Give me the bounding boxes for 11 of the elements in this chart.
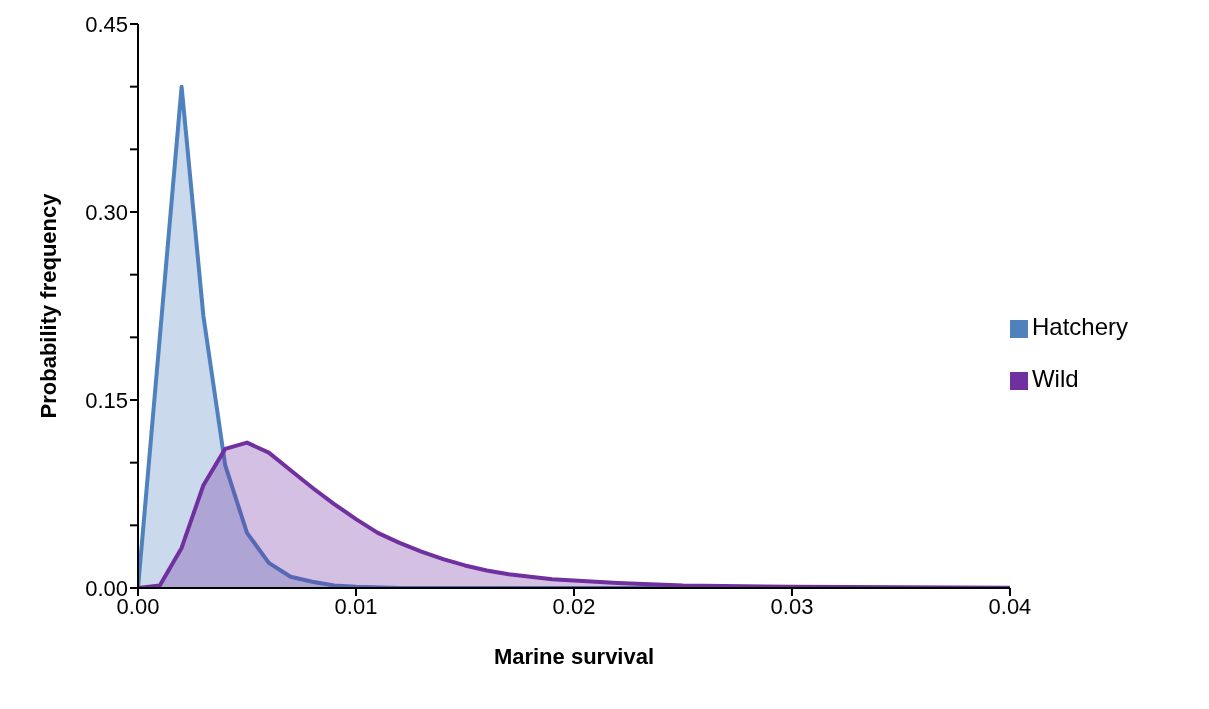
x-tick-label: 0.03 xyxy=(770,593,814,619)
legend-label: Wild xyxy=(1031,365,1079,392)
x-axis-title: Marine survival xyxy=(493,644,655,669)
legend-label: Hatchery xyxy=(1031,313,1128,340)
y-tick-label: 0.30 xyxy=(85,199,128,225)
y-axis-title: Probability frequency xyxy=(35,192,61,419)
y-tick-label: 0.15 xyxy=(85,387,128,413)
x-tick-label: 0.04 xyxy=(988,593,1032,619)
x-tick-label: 0.02 xyxy=(552,593,596,619)
y-tick-label: 0.45 xyxy=(85,11,128,37)
x-tick-label: 0.01 xyxy=(334,593,378,619)
